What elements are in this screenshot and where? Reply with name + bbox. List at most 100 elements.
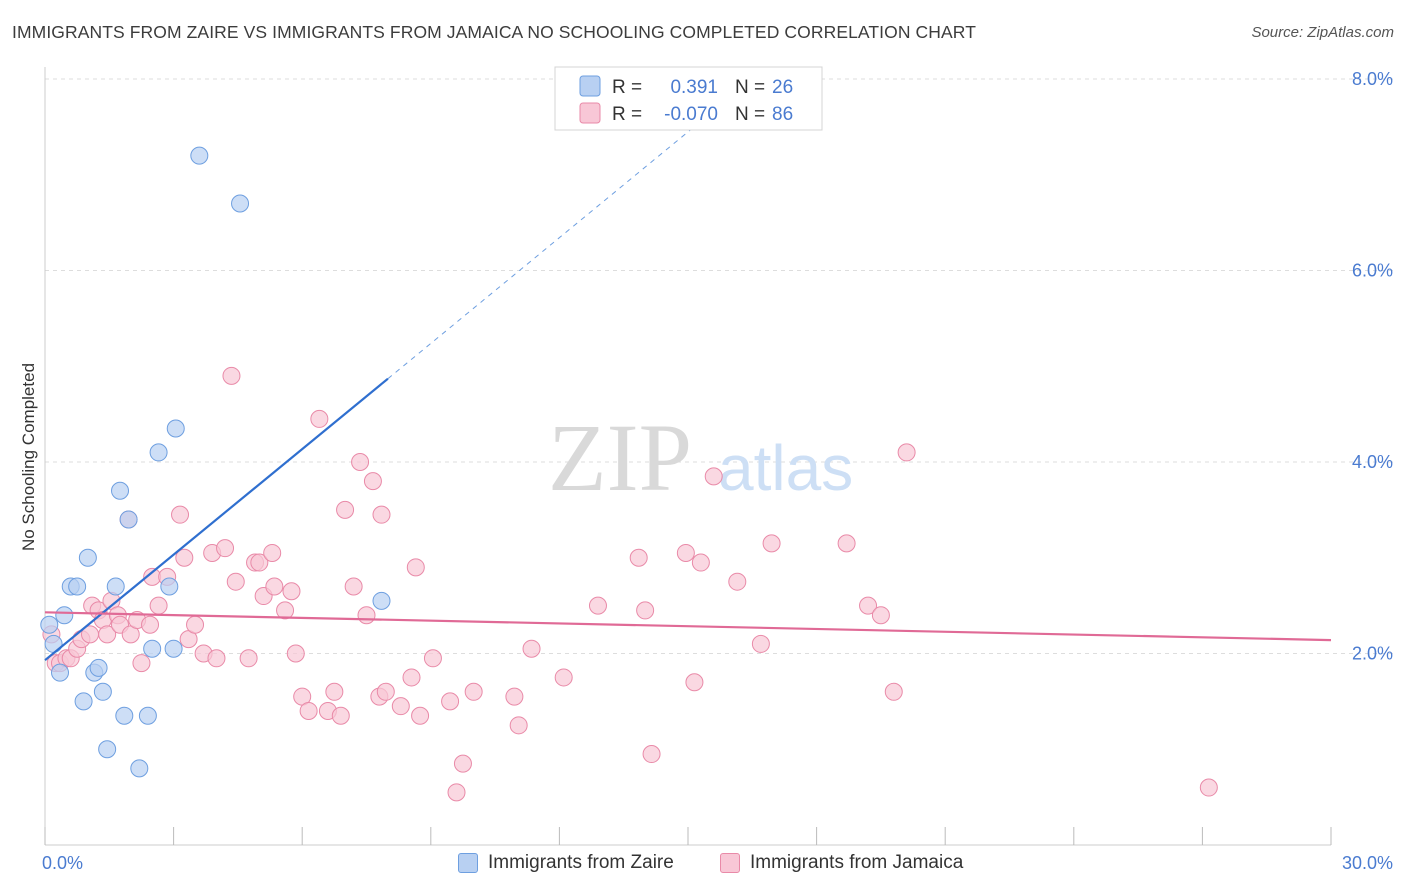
jamaica-point-61 — [441, 692, 460, 711]
jamaica-point-43 — [299, 701, 318, 720]
jamaica-point-65 — [505, 687, 524, 706]
jamaica-point-75 — [691, 553, 710, 572]
legend-jamaica-r-label: R = — [612, 104, 642, 125]
legend-label-zaire: Immigrants from Zaire — [488, 852, 674, 873]
legend-jamaica-swatch — [579, 102, 601, 124]
legend-zaire-r-label: R = — [612, 77, 642, 98]
zaire-point-2 — [51, 663, 70, 682]
grid-lines — [45, 78, 1393, 654]
jamaica-point-54 — [372, 505, 391, 524]
jamaica-point-66 — [509, 716, 528, 735]
zaire-point-5 — [68, 577, 87, 596]
jamaica-point-69 — [588, 596, 607, 615]
zaire-point-6 — [74, 692, 93, 711]
jamaica-point-76 — [704, 467, 723, 486]
x-tick-label-min: 0.0% — [42, 853, 83, 873]
legend-jamaica-n-label: N = — [735, 104, 765, 125]
jamaica-point-29 — [207, 649, 226, 668]
jamaica-point-81 — [859, 596, 878, 615]
jamaica-point-38 — [265, 577, 284, 596]
zaire-point-7 — [78, 548, 97, 567]
jamaica-point-55 — [376, 682, 395, 701]
jamaica-point-37 — [263, 543, 282, 562]
legend-swatch-jamaica — [720, 853, 740, 873]
jamaica-trend-line — [44, 611, 1332, 642]
jamaica-point-77 — [728, 572, 747, 591]
jamaica-point-80 — [837, 534, 856, 553]
axes — [44, 67, 1332, 846]
watermark: ZIP atlas — [548, 404, 853, 511]
y-tick-label-2: 6.0% — [1352, 261, 1393, 281]
jamaica-point-11 — [98, 625, 117, 644]
jamaica-point-33 — [239, 649, 258, 668]
jamaica-point-64 — [464, 682, 483, 701]
jamaica-points — [42, 366, 1218, 802]
legend-label-jamaica: Immigrants from Jamaica — [750, 852, 964, 873]
zaire-point-23 — [190, 146, 209, 165]
jamaica-point-73 — [676, 543, 695, 562]
jamaica-point-21 — [149, 596, 168, 615]
zaire-point-18 — [143, 639, 162, 658]
jamaica-point-84 — [897, 443, 916, 462]
jamaica-point-59 — [411, 706, 430, 725]
watermark-atlas: atlas — [718, 432, 853, 504]
jamaica-point-74 — [685, 673, 704, 692]
zaire-point-1 — [44, 634, 63, 653]
zaire-point-17 — [138, 706, 157, 725]
legend-zaire-n-value: 26 — [772, 77, 793, 98]
jamaica-point-78 — [751, 634, 770, 653]
zaire-point-16 — [130, 759, 149, 778]
jamaica-point-35 — [250, 553, 269, 572]
jamaica-point-24 — [175, 548, 194, 567]
legend-item-zaire[interactable]: Immigrants from Zaire — [458, 852, 674, 874]
jamaica-point-56 — [391, 697, 410, 716]
jamaica-point-85 — [1199, 778, 1218, 797]
y-tick-label-0: 2.0% — [1352, 644, 1393, 664]
jamaica-point-70 — [629, 548, 648, 567]
jamaica-point-67 — [522, 639, 541, 658]
jamaica-point-83 — [884, 682, 903, 701]
jamaica-point-39 — [276, 601, 295, 620]
jamaica-point-18 — [132, 654, 151, 673]
jamaica-point-52 — [363, 472, 382, 491]
jamaica-point-57 — [402, 668, 421, 687]
legend-zaire-r-value: 0.391 — [670, 77, 718, 98]
zaire-point-21 — [164, 639, 183, 658]
jamaica-point-41 — [286, 644, 305, 663]
jamaica-point-72 — [642, 745, 661, 764]
zaire-point-22 — [166, 419, 185, 438]
jamaica-point-68 — [554, 668, 573, 687]
zaire-point-20 — [160, 577, 179, 596]
zaire-point-25 — [372, 591, 391, 610]
zaire-point-11 — [98, 740, 117, 759]
jamaica-point-46 — [325, 682, 344, 701]
legend-jamaica-n-value: 86 — [772, 104, 793, 125]
zaire-point-10 — [93, 682, 112, 701]
jamaica-point-62 — [447, 783, 466, 802]
y-tick-label-3: 8.0% — [1352, 69, 1393, 89]
zaire-point-14 — [115, 706, 134, 725]
chart-title: IMMIGRANTS FROM ZAIRE VS IMMIGRANTS FROM… — [12, 22, 977, 42]
jamaica-point-26 — [186, 615, 205, 634]
zaire-point-15 — [119, 510, 138, 529]
jamaica-point-60 — [423, 649, 442, 668]
jamaica-point-30 — [216, 539, 235, 558]
jamaica-point-71 — [636, 601, 655, 620]
y-tick-label-1: 4.0% — [1352, 452, 1393, 472]
zaire-point-0 — [40, 615, 59, 634]
y-axis-label: No Schooling Completed — [19, 363, 38, 551]
zaire-points — [40, 146, 391, 778]
legend-zaire-swatch — [579, 75, 601, 97]
correlation-legend: R = 0.391 N = 26 R = -0.070 N = 86 — [554, 66, 823, 131]
jamaica-point-31 — [222, 366, 241, 385]
jamaica-point-51 — [357, 606, 376, 625]
jamaica-point-19 — [141, 615, 160, 634]
jamaica-point-58 — [406, 558, 425, 577]
jamaica-point-40 — [282, 582, 301, 601]
zaire-point-13 — [111, 481, 130, 500]
x-tick-label-max: 30.0% — [1342, 853, 1393, 873]
zaire-point-19 — [149, 443, 168, 462]
legend-item-jamaica[interactable]: Immigrants from Jamaica — [720, 852, 963, 874]
legend-swatch-zaire — [458, 853, 478, 873]
